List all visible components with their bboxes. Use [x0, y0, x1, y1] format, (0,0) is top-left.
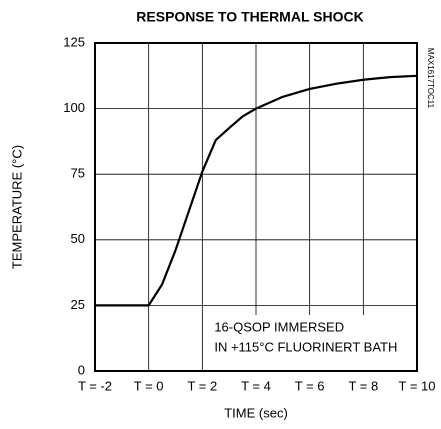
plot-frame	[94, 42, 418, 372]
y-tick-label: 25	[71, 297, 85, 312]
x-tick-label: T = 0	[134, 378, 164, 393]
y-axis-label: TEMPERATURE (°C)	[9, 145, 24, 269]
y-tick-label: 100	[63, 100, 85, 115]
y-tick-label: 75	[71, 166, 85, 181]
y-tick-label: 125	[63, 34, 85, 49]
side-label: MAX1617TOC11	[426, 48, 435, 109]
y-tick-label: 0	[78, 362, 85, 377]
annotation: IN +115°C FLUORINERT BATH	[214, 339, 397, 354]
x-tick-label: T = 6	[295, 378, 325, 393]
annotation: 16-QSOP IMMERSED	[214, 319, 344, 334]
annotation-box	[205, 315, 416, 370]
x-tick-label: T = 8	[348, 378, 378, 393]
x-tick-label: T = 2	[187, 378, 217, 393]
x-tick-label: T = 10	[399, 378, 436, 393]
chart-title: RESPONSE TO THERMAL SHOCK	[136, 9, 363, 25]
x-axis-label: TIME (sec)	[224, 405, 288, 420]
x-tick-label: T = 4	[241, 378, 271, 393]
y-tick-label: 50	[71, 231, 85, 246]
x-tick-label: T = -2	[78, 378, 112, 393]
line	[95, 74, 418, 307]
